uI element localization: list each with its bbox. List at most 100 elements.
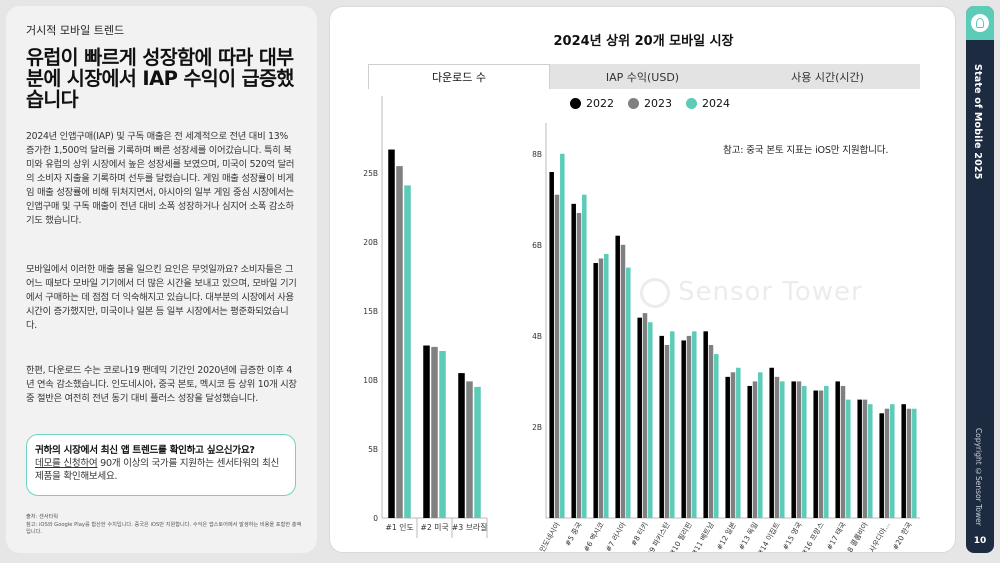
chart-title: 2024년 상위 20개 모바일 시장: [553, 34, 734, 49]
cta-body: 데모를 신청하여 90개 이상의 국가를 지원하는 센서타워의 최신 제품을 확…: [35, 457, 287, 483]
tab-usage-time[interactable]: 사용 시간(시간): [735, 64, 920, 89]
legend-swatch-2023: [628, 98, 639, 109]
bar-2024-3: [626, 267, 631, 518]
bar-2023-1: [431, 346, 438, 518]
x-tick-label: #17 태국: [825, 520, 848, 551]
bar-2023-5: [664, 344, 670, 518]
tab-downloads[interactable]: 다운로드 수: [368, 64, 550, 89]
cta-title: 귀하의 시장에서 최신 앱 트렌드를 확인하고 싶으신가요?: [35, 445, 255, 456]
bar-2022-1: [423, 345, 430, 518]
bar-2022-15: [879, 413, 884, 518]
bar-2022-16: [901, 404, 906, 518]
bar-2024-4: [648, 322, 653, 518]
tab-iap-revenue[interactable]: IAP 수익(USD): [550, 64, 735, 89]
bar-2022-2: [458, 373, 465, 518]
bar-2022-6: [681, 340, 686, 518]
chart-card: 2024년 상위 20개 모바일 시장 다운로드 수 IAP 수익(USD) 사…: [329, 6, 956, 553]
bar-2022-13: [835, 381, 840, 518]
bar-2023-6: [686, 335, 692, 518]
bar-2023-10: [774, 376, 780, 518]
paragraph-revenue-drivers: 모바일에서 이러한 매출 붐을 일으킨 요인은 무엇일까요? 소비자들은 그 어…: [26, 264, 297, 331]
legend-item-2024: 2024: [686, 97, 730, 110]
bar-2023-14: [862, 399, 868, 518]
bar-2024-1: [439, 351, 446, 518]
bar-2024-8: [736, 367, 741, 518]
bar-2024-13: [846, 399, 851, 518]
bar-2023-16: [906, 408, 912, 518]
paragraph-downloads: 한편, 다운로드 수는 코로나19 팬데믹 기간인 2020년에 급증한 이후 …: [26, 365, 297, 404]
page-headline: 유럽이 빠르게 성장함에 따라 대부분에 시장에서 IAP 수익이 급증했습니다: [26, 46, 294, 111]
paragraph-iap-growth: 2024년 인앱구매(IAP) 및 구독 매출은 전 세계적으로 전년 대비 1…: [26, 131, 295, 226]
bar-2022-10: [769, 367, 774, 518]
chart-legend: 2022 2023 2024: [570, 97, 730, 110]
x-tick-label: #3 브라질: [452, 523, 488, 532]
bar-2024-7: [714, 354, 719, 518]
y-tick-label: 4B: [532, 332, 542, 341]
legend-label-2024: 2024: [702, 97, 730, 110]
bar-2024-11: [802, 385, 807, 518]
bar-2022-12: [813, 390, 818, 518]
x-tick-label: #7 러시아: [604, 520, 628, 553]
side-rail: State of Mobile 2025 Copyright ©Sensor T…: [966, 6, 994, 553]
y-tick-label: 5B: [368, 445, 378, 454]
bar-2023-7: [708, 344, 714, 518]
legend-label-2023: 2023: [644, 97, 672, 110]
x-tick-label: #6 멕시코: [582, 520, 606, 553]
metric-tabs: 다운로드 수 IAP 수익(USD) 사용 시간(시간): [368, 64, 920, 89]
bar-2023-4: [642, 313, 648, 518]
bar-2022-9: [747, 385, 752, 518]
legend-label-2022: 2022: [586, 97, 614, 110]
bar-2022-5: [659, 335, 664, 518]
legend-item-2022: 2022: [570, 97, 614, 110]
y-tick-label: 25B: [363, 169, 378, 178]
bar-2024-5: [670, 331, 675, 518]
bar-2022-4: [637, 317, 642, 518]
x-tick-label: #15 영국: [781, 520, 804, 551]
y-tick-label: 0: [373, 514, 378, 523]
bar-2024-0: [404, 185, 411, 519]
demo-request-link[interactable]: 데모를 신청하여: [35, 458, 98, 469]
bar-2023-11: [796, 381, 802, 518]
bar-2024-2: [604, 253, 609, 518]
legend-item-2023: 2023: [628, 97, 672, 110]
bar-2023-9: [752, 381, 758, 518]
x-tick-label: #1 인도: [385, 522, 413, 532]
bar-2024-1: [582, 194, 587, 518]
x-tick-label: #12 일본: [715, 520, 738, 551]
bar-2022-3: [615, 235, 620, 518]
demo-cta-box: 귀하의 시장에서 최신 앱 트렌드를 확인하고 싶으신가요? 데모를 신청하여 …: [26, 434, 296, 496]
china-ios-note: 참고: 중국 본토 지표는 iOS만 지원합니다.: [723, 145, 889, 156]
bar-2024-2: [474, 386, 481, 518]
watermark-text: Sensor Tower: [678, 277, 863, 307]
y-tick-label: 6B: [532, 241, 542, 250]
bar-2024-16: [912, 408, 917, 518]
bar-2024-6: [692, 331, 697, 518]
bar-2023-0: [554, 194, 560, 518]
x-tick-label: #5 중국: [563, 520, 584, 547]
bar-2024-9: [758, 372, 763, 518]
bar-2024-10: [780, 381, 785, 518]
bar-2022-7: [703, 331, 708, 518]
sensor-tower-watermark: Sensor Tower: [640, 277, 863, 308]
legend-swatch-2022: [570, 98, 581, 109]
y-tick-label: 2B: [532, 423, 542, 432]
bar-2024-15: [890, 404, 895, 518]
page-number: 10: [973, 536, 987, 546]
bar-2023-12: [818, 390, 824, 518]
bar-chart: 0 5B 10B 15B 20B 25B #1 인도 #2 미국 #3 브라질 2B 4B 6B 8B #…: [363, 96, 920, 553]
bar-2023-2: [598, 258, 604, 518]
copyright-text: Copyright ©Sensor Tower: [974, 428, 983, 526]
sensor-tower-logo-icon[interactable]: [966, 6, 994, 40]
section-eyebrow: 거시적 모바일 트렌드: [26, 24, 125, 37]
bar-2023-1: [576, 212, 582, 518]
bar-2024-12: [824, 385, 829, 518]
bar-2023-8: [730, 372, 736, 518]
bar-2023-13: [840, 385, 846, 518]
y-tick-label: 10B: [363, 376, 378, 385]
x-tick-label: #2 미국: [420, 523, 448, 532]
bar-2024-0: [560, 153, 565, 518]
bar-2022-14: [857, 399, 862, 518]
bar-2022-1: [571, 203, 576, 519]
x-tick-label: #8 터키: [629, 521, 650, 548]
report-title: State of Mobile 2025: [972, 64, 983, 180]
